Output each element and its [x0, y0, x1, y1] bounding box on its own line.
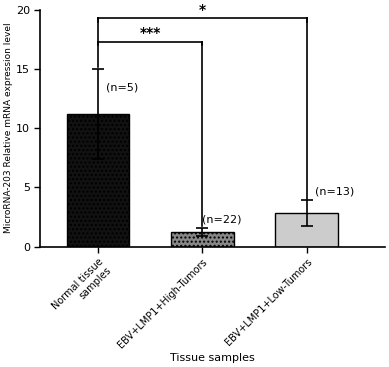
Text: ***: *** [139, 26, 161, 40]
Bar [171, 232, 233, 247]
Y-axis label: MicroRNA-203 Relative mRNA expression level: MicroRNA-203 Relative mRNA expression le… [4, 23, 13, 233]
Bar [275, 213, 338, 247]
Bar [67, 114, 129, 247]
Text: (n=5): (n=5) [106, 83, 138, 92]
Text: (n=13): (n=13) [315, 187, 354, 197]
X-axis label: Tissue samples: Tissue samples [170, 353, 255, 363]
Text: (n=22): (n=22) [202, 215, 242, 225]
Text: *: * [199, 3, 206, 17]
